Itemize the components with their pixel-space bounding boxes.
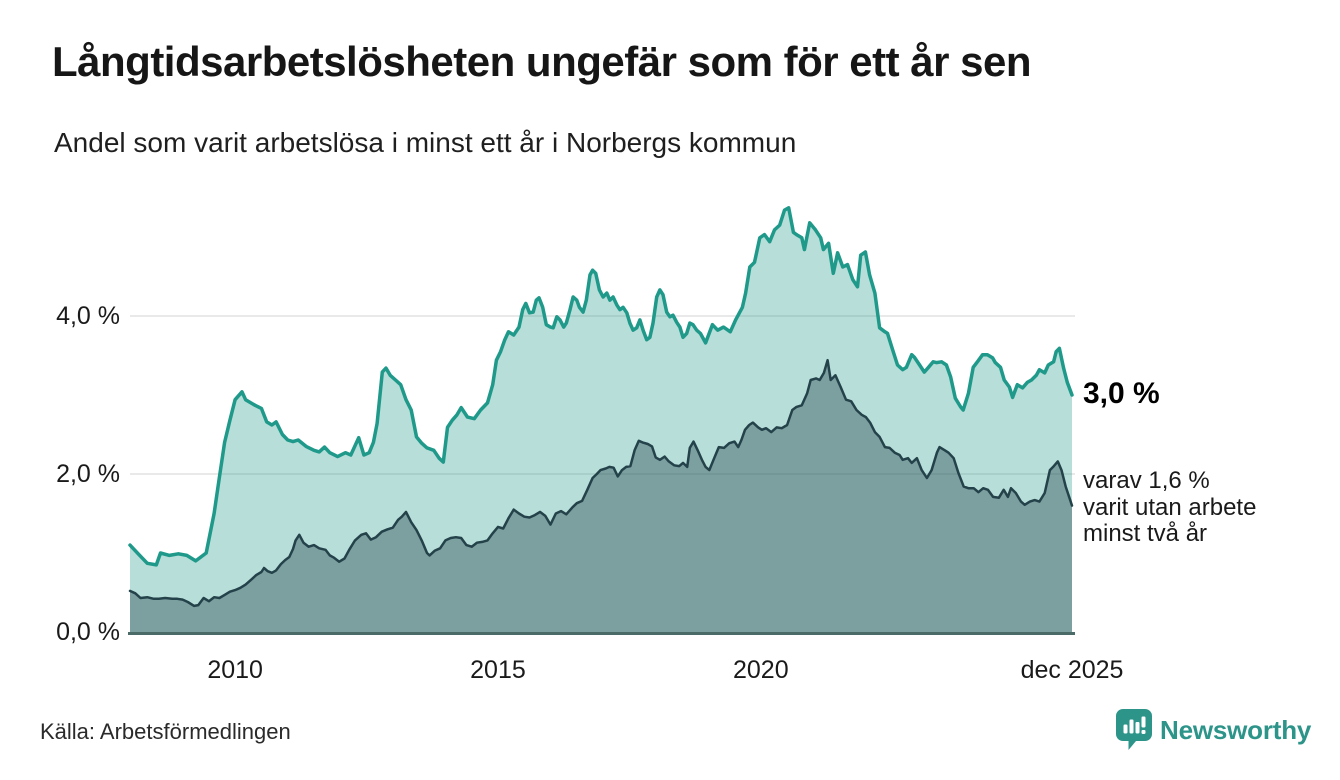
y-tick-label: 4,0 % <box>56 302 120 330</box>
unemployed-two-years-area <box>130 360 1072 632</box>
source-note: Källa: Arbetsförmedlingen <box>40 719 291 744</box>
unemployed-one-year-area <box>130 207 1072 633</box>
x-tick-label: dec 2025 <box>1020 656 1124 684</box>
page-title: Långtidsarbetslösheten ungefär som för e… <box>52 38 1032 85</box>
x-tick-label: 2010 <box>207 656 263 684</box>
newsworthy-bubble-chart-icon <box>1116 709 1152 750</box>
y-tick-label: 2,0 % <box>56 460 120 488</box>
newsworthy-logo: Newsworthy <box>1115 708 1311 752</box>
end-value-label-two-years: varav 1,6 % varit utan arbete minst två … <box>1083 467 1257 548</box>
unemployed-two-years-line <box>128 358 1074 608</box>
x-tick-label: 2020 <box>732 656 789 684</box>
unemployed-one-year-line <box>128 206 1074 567</box>
end-value-label-line-1: varav 1,6 % <box>1083 467 1210 494</box>
page-subtitle: Andel som varit arbetslösa i minst ett å… <box>54 127 797 158</box>
end-value-label-line-2: varit utan arbete <box>1083 493 1257 521</box>
newsworthy-wordmark: Newsworthy <box>1160 714 1312 745</box>
y-tick-label: 0,0 % <box>56 618 120 646</box>
end-value-label-line-3: minst två år <box>1083 520 1208 547</box>
end-value-label-total: 3,0 % <box>1083 377 1160 410</box>
x-tick-label: 2015 <box>470 656 526 684</box>
